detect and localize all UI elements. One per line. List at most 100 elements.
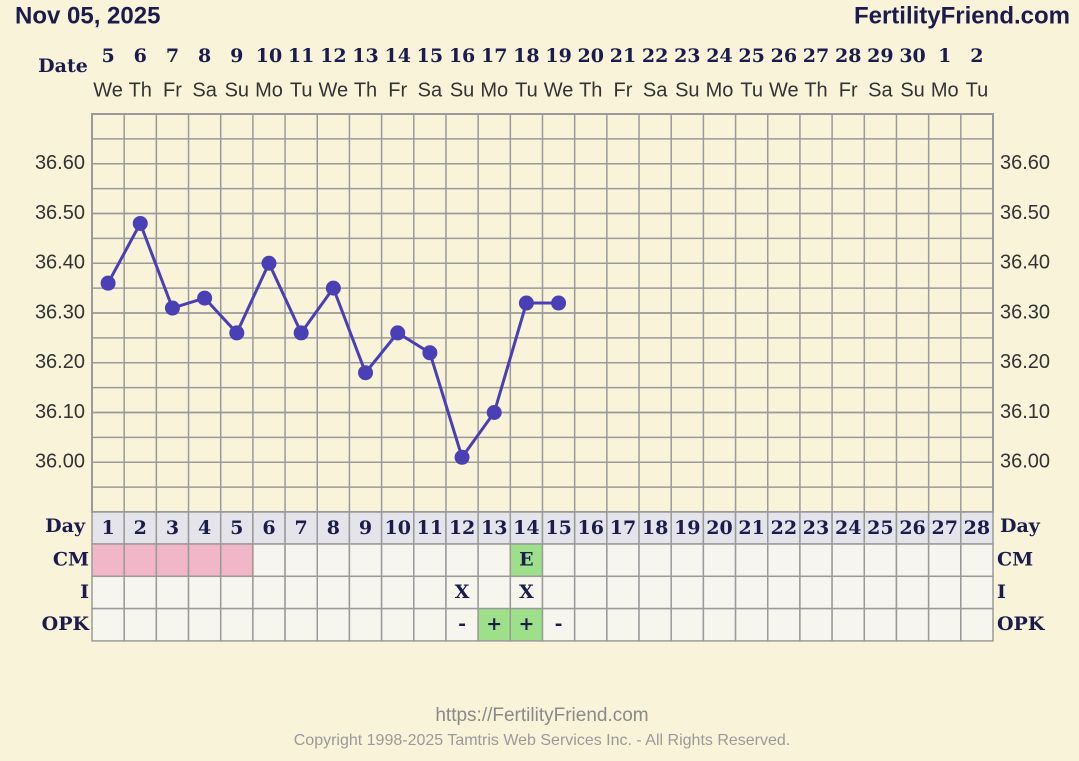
row-entry: +: [486, 613, 502, 635]
temperature-point: [197, 290, 213, 306]
row-cell: [573, 607, 608, 642]
row-cell: [187, 607, 222, 642]
row-cell: [638, 575, 672, 610]
day-cell: [284, 511, 319, 545]
weekday-label: Tu: [290, 79, 313, 101]
day-cell: [831, 511, 866, 545]
row-cell: [219, 543, 254, 578]
date-label: 19: [545, 45, 571, 67]
weekday-label: Fr: [163, 79, 182, 101]
row-cell: [380, 543, 415, 578]
y-tick-label-right: 36.20: [1000, 351, 1050, 373]
temperature-point: [293, 325, 309, 341]
chart-date: Nov 05, 2025: [15, 2, 160, 29]
row-cell: [799, 543, 833, 578]
row-cell: [413, 543, 447, 578]
row-cell: [606, 575, 640, 610]
x-tick-label: 24: [835, 517, 861, 539]
row-entry: X: [455, 581, 470, 603]
weekday-label: Mo: [931, 79, 959, 101]
row-cell: [187, 543, 222, 578]
row-cell: [348, 543, 383, 578]
day-cell: [509, 511, 544, 545]
temperature-point: [325, 280, 341, 296]
row-cell: [670, 543, 705, 578]
row-cell: [348, 575, 383, 610]
row-cell: [895, 543, 930, 578]
x-tick-label: 4: [198, 517, 211, 539]
row-cell: [284, 543, 319, 578]
weekday-label: Sa: [643, 79, 668, 101]
temperature-point: [164, 300, 180, 316]
temperature-point: [229, 325, 245, 341]
x-tick-label: 27: [932, 517, 958, 539]
date-label: 16: [449, 45, 475, 67]
x-tick-label: 15: [545, 517, 571, 539]
row-cell: [445, 543, 479, 578]
temperature-point: [422, 345, 438, 361]
row-cell: [252, 607, 286, 642]
row-label: OPK: [42, 613, 91, 635]
x-tick-label: 8: [327, 517, 340, 539]
x-tick-label: 18: [642, 517, 668, 539]
row-cell: [606, 543, 640, 578]
x-tick-label: 20: [706, 517, 732, 539]
x-tick-label: 23: [803, 517, 829, 539]
date-label: 27: [803, 45, 829, 67]
day-cell: [187, 511, 222, 545]
row-cell: [219, 575, 254, 610]
row-entry: -: [555, 613, 563, 635]
x-tick-label: 13: [481, 517, 507, 539]
row-cell: [767, 607, 801, 642]
row-cell: [123, 543, 158, 578]
y-tick-label-right: 36.50: [1000, 202, 1050, 224]
date-label: 12: [320, 45, 346, 67]
weekday-label: Su: [450, 79, 474, 101]
row-cell: [541, 543, 576, 578]
y-tick-label: 36.40: [35, 252, 85, 274]
row-cell: [927, 575, 962, 610]
y-tick-label-right: 36.00: [1000, 451, 1050, 473]
temperature-point: [454, 449, 470, 465]
weekday-label: Sa: [192, 79, 217, 101]
row-cell: [284, 607, 319, 642]
weekday-label: We: [544, 79, 574, 101]
x-tick-label: 28: [964, 517, 990, 539]
row-cell: [284, 575, 319, 610]
row-cell: [155, 575, 190, 610]
date-label: 30: [899, 45, 925, 67]
row-entry: E: [519, 549, 533, 571]
temperature-point: [261, 255, 277, 271]
x-tick-label: 6: [262, 517, 275, 539]
weekday-label: Fr: [388, 79, 407, 101]
row-cell: [702, 575, 737, 610]
row-label-right: CM: [997, 549, 1033, 571]
day-label-right: Day: [1000, 515, 1041, 537]
x-tick-label: 16: [578, 517, 604, 539]
row-cell: [316, 543, 351, 578]
temperature-point: [551, 295, 567, 311]
temperature-point: [390, 325, 406, 341]
temperature-point: [518, 295, 534, 311]
date-label: 24: [706, 45, 732, 67]
date-label: 25: [738, 45, 764, 67]
weekday-label: Tu: [966, 79, 989, 101]
y-tick-label: 36.10: [35, 401, 85, 423]
x-tick-label: 3: [166, 517, 179, 539]
row-cell: [477, 543, 512, 578]
row-cell: [638, 607, 672, 642]
row-cell: [187, 575, 222, 610]
x-tick-label: 14: [513, 517, 539, 539]
date-label: 22: [642, 45, 668, 67]
row-cell: [155, 543, 190, 578]
brand: FertilityFriend.com: [854, 2, 1070, 29]
row-cell: [413, 575, 447, 610]
y-tick-label-right: 36.60: [1000, 152, 1050, 174]
x-tick-label: 17: [610, 517, 636, 539]
date-label: 21: [610, 45, 636, 67]
row-cell: [767, 543, 801, 578]
weekday-label: Su: [900, 79, 924, 101]
row-cell: [960, 575, 994, 610]
